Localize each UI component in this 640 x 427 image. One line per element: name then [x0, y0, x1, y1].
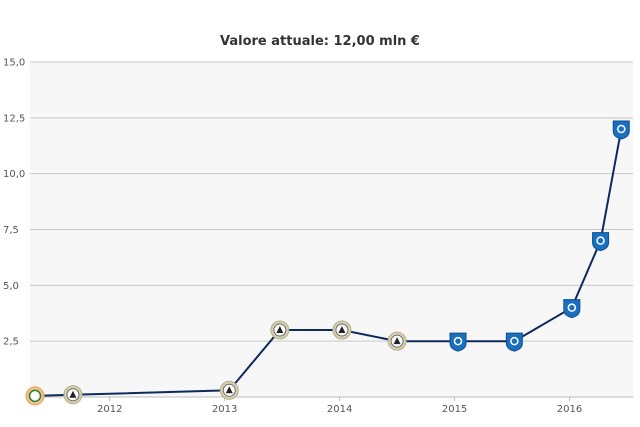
- y-tick-label: 2,5: [3, 337, 19, 348]
- x-tick-label: 2013: [212, 404, 237, 415]
- data-point: [505, 332, 523, 352]
- empoli-crest-mark: [510, 336, 519, 346]
- x-tick-label: 2012: [97, 404, 122, 415]
- empoli-crest-icon: [505, 332, 523, 352]
- data-point: [592, 232, 610, 252]
- data-point: [563, 299, 581, 319]
- y-tick-label: 5,0: [3, 281, 19, 292]
- empoli-crest-mark: [617, 124, 626, 134]
- x-tick-label: 2016: [557, 404, 582, 415]
- empoli-crest-mark: [567, 303, 577, 312]
- empoli-crest-icon: [563, 299, 581, 319]
- empoli-crest-mark: [453, 336, 463, 346]
- udinese-crest-mark: [69, 390, 77, 398]
- data-point: [387, 331, 407, 351]
- empoli-crest-icon: [592, 232, 610, 252]
- chart-title: Valore attuale: 12,00 mln €: [220, 34, 420, 49]
- udinese-crest-mark: [393, 337, 401, 345]
- empoli-crest-icon: [612, 120, 630, 140]
- data-point: [270, 320, 290, 340]
- data-point: [63, 385, 83, 405]
- data-point: [449, 332, 467, 352]
- data-point: [332, 320, 352, 340]
- data-point: [25, 386, 45, 406]
- x-tick-label: 2014: [327, 404, 352, 415]
- empoli-crest-icon: [449, 332, 467, 352]
- udinese-crest-mark: [276, 326, 284, 333]
- y-tick-label: 10,0: [3, 169, 25, 180]
- empoli-crest-mark: [596, 236, 605, 245]
- y-tick-label: 7,5: [3, 225, 19, 236]
- data-point: [612, 120, 630, 140]
- club-crest-inner: [28, 389, 42, 403]
- data-point: [219, 380, 239, 400]
- udinese-crest-mark: [225, 386, 233, 394]
- x-tick-label: 2015: [442, 404, 467, 415]
- y-tick-label: 12,5: [3, 113, 25, 124]
- y-tick-label: 15,0: [3, 58, 25, 69]
- udinese-crest-mark: [338, 326, 346, 333]
